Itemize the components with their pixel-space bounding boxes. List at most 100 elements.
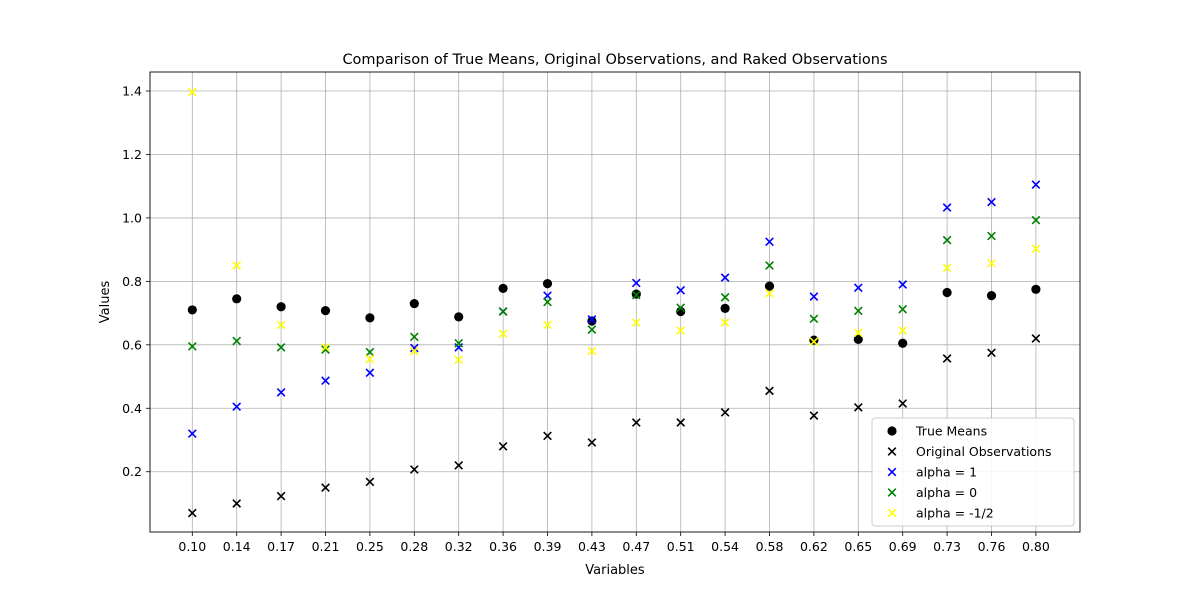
data-point [987,231,996,241]
y-tick-label: 0.8 [122,274,142,289]
data-point [765,386,774,396]
data-point [276,491,286,501]
x-tick-label: 0.10 [178,539,206,554]
data-point [853,402,863,412]
x-tick-label: 0.39 [534,539,562,554]
data-point [1031,284,1041,294]
y-axis-label: Values [98,281,113,324]
data-point [853,306,863,316]
y-tick-label: 1.4 [122,84,142,99]
data-point [720,303,730,313]
x-tick-label: 0.58 [756,539,784,554]
data-point [720,318,730,327]
series-4 [187,87,1041,365]
data-point [720,292,730,302]
data-point [587,346,597,356]
data-point [676,285,686,295]
data-point [543,431,552,441]
data-point [898,326,908,335]
data-point [232,402,242,412]
data-point [898,304,908,314]
legend-marker [887,508,897,518]
data-point [365,313,375,323]
data-point [587,315,597,324]
data-point [276,343,286,352]
y-tick-label: 1.2 [122,147,142,162]
data-point [321,376,330,386]
x-tick-label: 0.14 [223,539,251,554]
data-point [942,354,952,363]
data-point [232,261,242,270]
data-point [365,477,375,487]
data-point [942,203,952,212]
data-point [987,258,996,268]
data-point [720,408,730,417]
data-point [987,197,996,207]
data-point [1031,244,1041,254]
grid-lines [150,72,1080,532]
data-point [187,429,197,439]
legend-box [871,417,1075,527]
data-point [587,316,597,326]
legend-marker [887,488,897,497]
data-point [631,418,641,427]
data-point [409,332,419,342]
data-point [409,465,419,474]
data-point [1031,334,1041,343]
x-tick-label: 0.73 [933,539,961,554]
data-point [320,305,331,316]
y-tick-label: 0.2 [122,464,142,479]
data-point [631,318,641,327]
data-point [676,418,686,427]
data-point [987,348,996,358]
x-tick-label: 0.25 [356,539,384,554]
data-point [542,279,553,289]
data-point [365,354,375,364]
x-tick-label: 0.21 [312,539,340,554]
x-tick-label: 0.32 [445,539,473,554]
data-point [631,278,641,288]
legend-marker [887,426,897,436]
legend-label: alpha = -1/2 [916,506,994,521]
x-tick-label: 0.62 [800,539,828,554]
data-point [543,291,552,301]
data-point [676,326,686,335]
data-point [765,237,774,247]
data-point [321,483,330,492]
data-point [498,283,508,293]
data-point [764,281,775,291]
plot-frame [149,71,1081,533]
chart-title: Comparison of True Means, Original Obser… [342,52,887,68]
data-point [232,499,242,508]
x-tick-label: 0.43 [578,539,606,554]
y-tick-label: 1.0 [122,210,142,225]
data-point [321,345,330,354]
x-tick-label: 0.28 [400,539,428,554]
data-point [498,307,508,316]
data-point [942,235,952,245]
data-point [321,343,330,352]
data-point [853,328,863,338]
data-point [587,325,597,334]
data-point [942,263,952,273]
data-point [454,355,464,365]
data-point [853,334,863,345]
legend-marker [887,467,897,477]
data-point [187,87,197,97]
x-tick-label: 0.80 [1022,539,1050,554]
data-markers [187,87,1041,518]
legend-label: alpha = 0 [916,485,977,500]
data-point [543,297,552,307]
legend-label: True Means [915,424,987,439]
x-tick-label: 0.51 [667,539,695,554]
series-1 [187,334,1041,518]
data-point [853,283,863,293]
data-point [587,438,597,447]
data-point [809,335,819,345]
data-point [276,320,286,330]
series-3 [187,215,1041,357]
data-point [232,294,242,304]
data-point [986,291,997,301]
data-point [454,312,464,322]
